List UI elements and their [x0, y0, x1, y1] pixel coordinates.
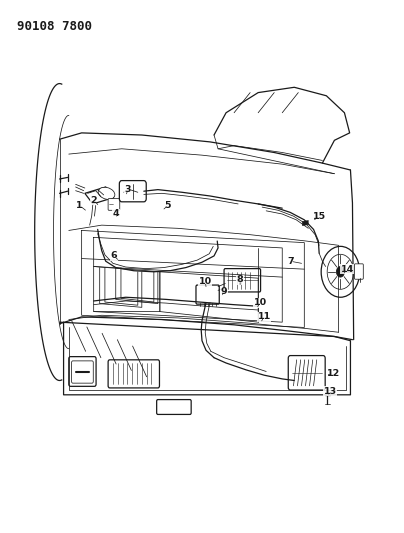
Text: 6: 6: [110, 252, 117, 261]
FancyBboxPatch shape: [72, 361, 93, 383]
Circle shape: [327, 254, 354, 289]
Text: 12: 12: [327, 369, 340, 378]
Ellipse shape: [98, 187, 115, 199]
Text: 1: 1: [76, 201, 83, 210]
Text: 2: 2: [90, 196, 97, 205]
Text: 14: 14: [341, 265, 354, 273]
FancyBboxPatch shape: [196, 285, 219, 304]
Circle shape: [337, 266, 345, 277]
FancyBboxPatch shape: [224, 269, 261, 292]
Circle shape: [321, 246, 360, 297]
Text: 15: 15: [313, 212, 326, 221]
Text: 3: 3: [124, 185, 131, 194]
FancyBboxPatch shape: [108, 199, 120, 211]
Text: 11: 11: [258, 312, 271, 321]
FancyBboxPatch shape: [69, 357, 96, 386]
Text: 4: 4: [112, 209, 119, 218]
Text: 9: 9: [221, 287, 227, 296]
Polygon shape: [302, 220, 308, 225]
FancyBboxPatch shape: [354, 264, 363, 279]
Text: 10: 10: [254, 298, 267, 307]
Text: 13: 13: [324, 386, 337, 395]
FancyBboxPatch shape: [119, 181, 146, 202]
Text: 10: 10: [199, 277, 212, 286]
Text: 8: 8: [237, 275, 244, 284]
Text: 5: 5: [165, 201, 171, 210]
Text: 90108 7800: 90108 7800: [17, 20, 93, 33]
FancyBboxPatch shape: [288, 356, 325, 390]
Polygon shape: [85, 187, 114, 204]
Text: 7: 7: [287, 257, 294, 265]
FancyBboxPatch shape: [157, 400, 191, 415]
FancyBboxPatch shape: [108, 360, 160, 388]
